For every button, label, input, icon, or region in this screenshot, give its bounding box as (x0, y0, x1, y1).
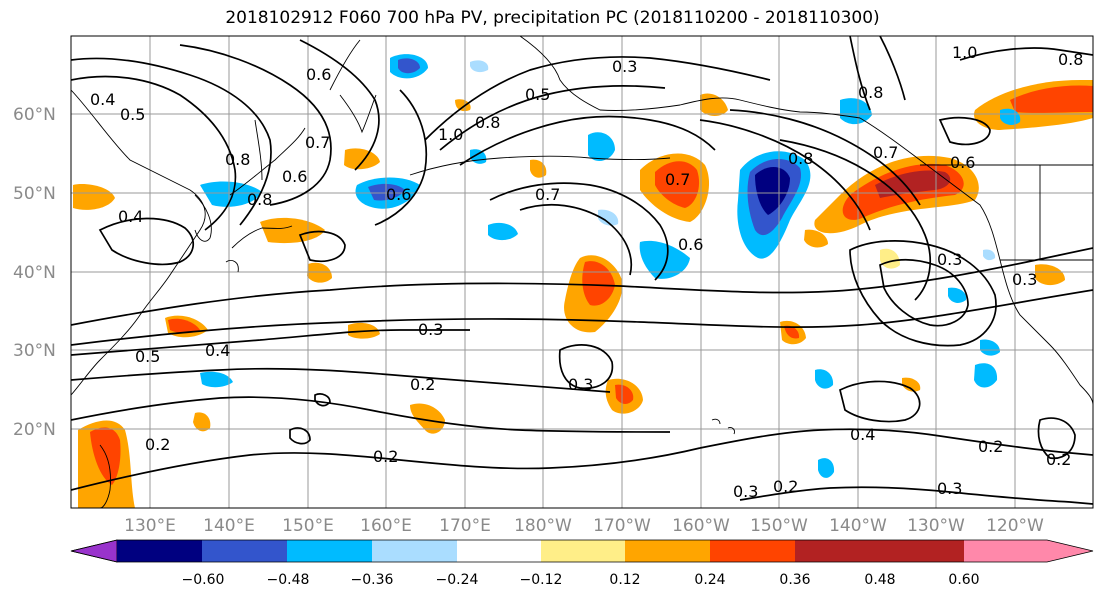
contour-label: 0.4 (118, 207, 143, 226)
lon-label: 180°W (514, 516, 572, 536)
graticule (71, 36, 1093, 508)
colorbar-segment (710, 540, 795, 562)
contour-label: 0.2 (978, 437, 1003, 456)
contour-label: 0.3 (568, 375, 593, 394)
colorbar-segment (287, 540, 372, 562)
lat-label-60n: 60°N (13, 105, 56, 125)
contour-label: 1.0 (438, 125, 463, 144)
colorbar-tick: −0.24 (436, 572, 479, 588)
colorbar-tick: 0.60 (948, 572, 979, 588)
colorbar-tick: −0.36 (351, 572, 394, 588)
colorbar-segment (372, 540, 457, 562)
contour-label: 0.3 (937, 250, 962, 269)
contour-label: 0.8 (858, 83, 883, 102)
latitude-labels: 60°N 50°N 40°N 30°N 20°N (13, 105, 56, 440)
contour-label: 0.6 (678, 235, 703, 254)
contour-label: 0.7 (305, 133, 330, 152)
colorbar-tick: −0.12 (520, 572, 563, 588)
colorbar-tick: 0.24 (694, 572, 725, 588)
contour-label: 0.5 (135, 347, 160, 366)
contour-label: 0.4 (90, 90, 115, 109)
lon-label: 170°E (439, 516, 491, 536)
contour-labels: 0.6 0.7 0.6 0.8 0.8 1.0 0.8 0.5 0.6 0.4 … (90, 43, 1083, 501)
lat-label-20n: 20°N (13, 420, 56, 440)
contour-label: 0.5 (120, 105, 145, 124)
lon-label: 160°E (360, 516, 412, 536)
colorbar-extend-left (70, 539, 118, 563)
lon-label: 150°E (282, 516, 334, 536)
colorbar-segment (795, 540, 880, 562)
contour-label: 0.4 (850, 425, 875, 444)
lon-label: 150°W (750, 516, 808, 536)
contour-label: 0.2 (410, 375, 435, 394)
contour-label: 0.3 (733, 482, 758, 501)
contour-label: 0.5 (525, 85, 550, 104)
contour-label: 0.7 (535, 185, 560, 204)
contour-label: 1.0 (952, 43, 977, 62)
contour-label: 0.2 (373, 447, 398, 466)
precip-positive-shading (73, 80, 1093, 508)
contour-label: 0.6 (306, 65, 331, 84)
contour-label: 0.6 (950, 153, 975, 172)
lat-label-50n: 50°N (13, 184, 56, 204)
longitude-labels: 130°E 140°E 150°E 160°E 170°E 180°W 170°… (124, 516, 1044, 536)
lon-label: 140°E (203, 516, 255, 536)
lat-label-30n: 30°N (13, 341, 56, 361)
precip-negative-shading (200, 54, 1021, 478)
contour-label: 0.3 (612, 57, 637, 76)
contour-label: 0.8 (1058, 50, 1083, 69)
contour-label: 0.8 (475, 113, 500, 132)
colorbar-segment (541, 540, 625, 562)
colorbar-segment (457, 540, 541, 562)
colorbar-extend-right-tip (964, 540, 1093, 562)
contour-label: 0.8 (788, 149, 813, 168)
lon-label: 170°W (593, 516, 651, 536)
colorbar-tick: 0.12 (609, 572, 640, 588)
contour-label: 0.8 (225, 150, 250, 169)
colorbar-segment (117, 540, 202, 562)
contour-label: 0.3 (418, 320, 443, 339)
lat-label-40n: 40°N (13, 263, 56, 283)
lon-label: 130°W (907, 516, 965, 536)
contour-label: 0.2 (1046, 450, 1071, 469)
map-title: 2018102912 F060 700 hPa PV, precipitatio… (225, 8, 880, 28)
lon-label: 140°W (829, 516, 887, 536)
lon-label: 120°W (986, 516, 1044, 536)
colorbar: −0.60 −0.48 −0.36 −0.24 −0.12 0.12 0.24 … (70, 539, 1094, 588)
contour-label: 0.2 (145, 435, 170, 454)
colorbar-tick: 0.48 (864, 572, 895, 588)
contour-label: 0.8 (247, 190, 272, 209)
contour-label: 0.3 (937, 479, 962, 498)
lon-label: 160°W (672, 516, 730, 536)
contour-label: 0.6 (386, 185, 411, 204)
colorbar-segment (625, 540, 710, 562)
map-border (70, 35, 1094, 509)
contour-label: 0.2 (773, 477, 798, 496)
contour-label: 0.7 (665, 170, 690, 189)
contour-label: 0.7 (873, 143, 898, 162)
coastlines (71, 36, 1093, 508)
contour-label: 0.6 (282, 167, 307, 186)
colorbar-segment (202, 540, 287, 562)
colorbar-tick: 0.36 (779, 572, 810, 588)
lon-label: 130°E (124, 516, 176, 536)
pv-contours (71, 36, 1093, 505)
contour-label: 0.3 (1012, 270, 1037, 289)
contour-label: 0.4 (205, 341, 230, 360)
colorbar-tick: −0.60 (182, 572, 225, 588)
colorbar-tick: −0.48 (267, 572, 310, 588)
